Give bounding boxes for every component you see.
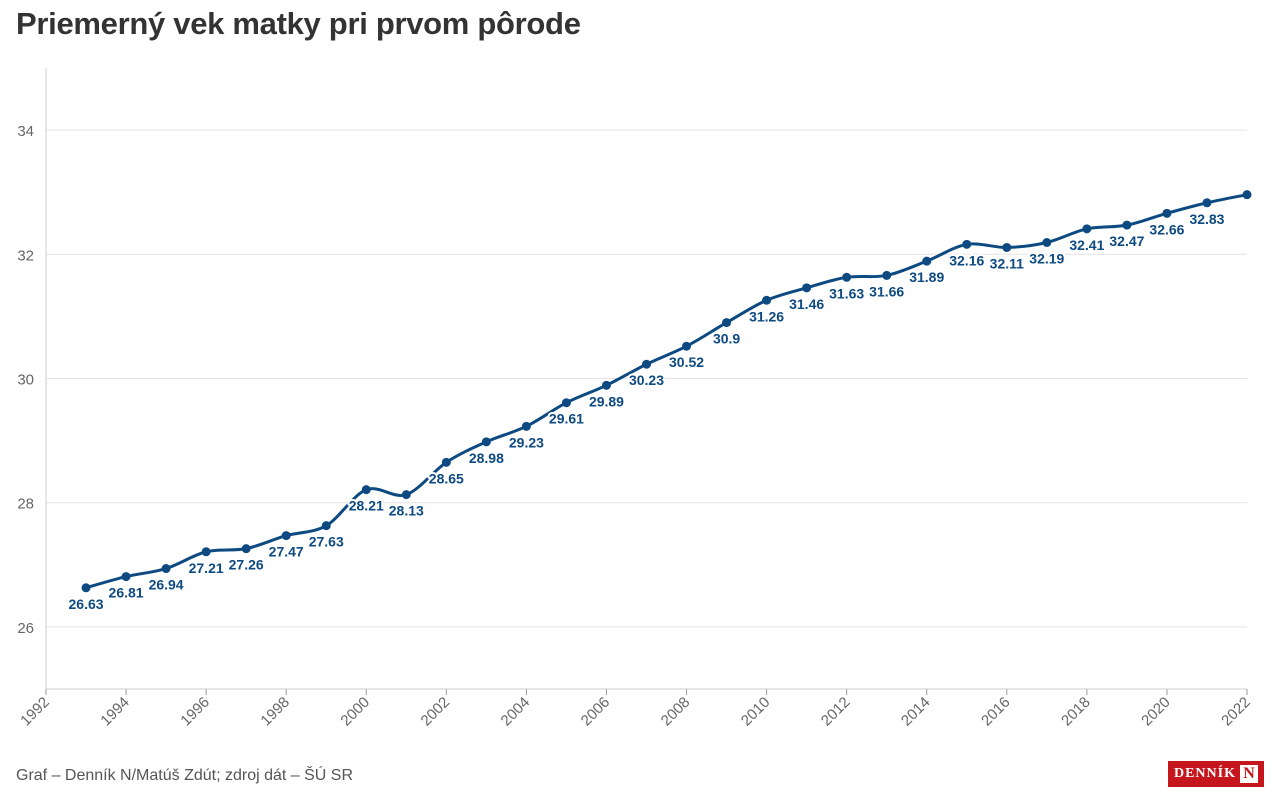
x-tick-label-2000: 2000 (337, 694, 373, 730)
data-label-2005: 29.61 (549, 411, 584, 427)
data-label-2006: 29.89 (589, 393, 624, 409)
x-tick-label-1996: 1996 (177, 694, 213, 730)
data-point-2008 (682, 341, 692, 351)
series-line-path (84, 193, 1249, 590)
data-point-1993 (81, 583, 91, 593)
data-point-1998 (281, 531, 291, 541)
y-axis-ticks: 26 28 30 32 34 (17, 123, 34, 637)
data-label-1998: 27.47 (269, 544, 304, 560)
logo-text: DENNÍK (1173, 766, 1236, 781)
data-label-2000: 28.21 (349, 498, 384, 514)
data-label-2015: 32.16 (949, 252, 984, 268)
dennik-n-logo[interactable]: DENNÍK N (1168, 761, 1264, 787)
y-tick-label-30: 30 (17, 372, 34, 389)
data-label-2002: 28.65 (429, 470, 464, 486)
data-labels: 26.63 26.81 26.94 27.21 27.26 27.47 27.63 28.21… (67, 209, 1227, 614)
data-point-2009 (722, 318, 732, 328)
data-label-1995: 26.94 (149, 577, 184, 593)
axes (45, 68, 1247, 690)
data-point-2000 (361, 485, 371, 495)
y-tick-label-34: 34 (17, 123, 34, 140)
chart-title: Priemerný vek matky pri prvom pôrode (16, 6, 581, 41)
logo-n-mark: N (1240, 765, 1258, 783)
data-point-2021 (1202, 198, 1212, 208)
data-point-1996 (201, 547, 211, 557)
data-label-2009: 30.9 (713, 331, 740, 347)
data-point-2011 (802, 283, 812, 293)
data-label-2012: 31.63 (829, 285, 864, 301)
data-point-2022 (1242, 190, 1252, 200)
y-tick-label-28: 28 (17, 496, 34, 513)
data-point-2005 (561, 398, 571, 408)
source-credit: Graf – Denník N/Matúš Zdút; zdroj dát – … (16, 767, 354, 784)
data-point-2015 (962, 239, 972, 249)
data-label-2004: 29.23 (509, 434, 544, 450)
data-point-1997 (241, 544, 251, 554)
data-point-2001 (401, 490, 411, 500)
x-tick-label-2002: 2002 (418, 694, 454, 730)
data-point-2013 (882, 270, 892, 280)
data-label-1996: 27.21 (189, 560, 224, 576)
data-point-2018 (1082, 224, 1092, 234)
data-label-2013: 31.66 (869, 283, 904, 299)
x-tick-label-1992: 1992 (17, 694, 53, 730)
y-tick-label-26: 26 (17, 620, 34, 637)
data-point-2012 (842, 272, 852, 282)
data-label-1994: 26.81 (109, 585, 144, 601)
data-label-2016: 32.11 (990, 255, 1024, 271)
data-label-1999: 27.63 (309, 534, 344, 550)
data-label-2021: 32.83 (1189, 211, 1224, 227)
x-axis-ticks: 1992 1994 1996 1998 2000 2002 2004 2006 2008 2010… (17, 689, 1254, 729)
data-point-2004 (521, 421, 531, 431)
data-label-1997: 27.26 (229, 557, 264, 573)
x-tick-label-2016: 2016 (978, 694, 1014, 730)
x-tick-label-2006: 2006 (578, 694, 614, 730)
x-tick-label-1998: 1998 (257, 694, 293, 730)
data-point-2006 (601, 380, 611, 390)
data-point-2019 (1122, 220, 1132, 230)
x-tick-label-2008: 2008 (658, 694, 694, 730)
data-label-2020: 32.66 (1149, 221, 1184, 237)
data-label-2014: 31.89 (909, 269, 944, 285)
x-tick-label-2014: 2014 (898, 694, 934, 730)
data-label-2003: 28.98 (469, 450, 504, 466)
data-label-2018: 32.41 (1069, 237, 1104, 253)
data-label-2017: 32.19 (1029, 251, 1064, 267)
data-point-2020 (1162, 208, 1172, 218)
x-tick-label-2010: 2010 (738, 694, 774, 730)
data-label-1993: 26.63 (69, 596, 104, 612)
x-tick-label-1994: 1994 (97, 694, 133, 730)
data-point-1999 (321, 521, 331, 531)
data-point-2010 (762, 295, 772, 305)
x-tick-label-2012: 2012 (818, 694, 854, 730)
data-label-2007: 30.23 (629, 372, 664, 388)
data-point-1995 (161, 564, 171, 574)
data-point-2016 (1002, 242, 1012, 252)
data-label-2001: 28.13 (389, 503, 424, 519)
data-point-2014 (922, 256, 932, 266)
data-label-2011: 31.46 (789, 296, 824, 312)
gridlines (46, 129, 1247, 628)
data-point-1994 (121, 572, 131, 582)
data-label-2008: 30.52 (669, 354, 704, 370)
data-point-2003 (481, 437, 491, 447)
x-tick-label-2004: 2004 (498, 694, 534, 730)
data-label-2019: 32.47 (1109, 233, 1144, 249)
series-line (84, 193, 1249, 590)
data-points (81, 190, 1252, 593)
x-tick-label-2020: 2020 (1138, 694, 1174, 730)
data-point-2017 (1042, 238, 1052, 248)
y-tick-label-32: 32 (17, 247, 34, 264)
x-tick-label-2018: 2018 (1058, 694, 1094, 730)
x-tick-label-2022: 2022 (1218, 694, 1254, 730)
data-label-2010: 31.26 (749, 308, 784, 324)
data-point-2002 (441, 457, 451, 467)
data-point-2007 (642, 359, 651, 369)
